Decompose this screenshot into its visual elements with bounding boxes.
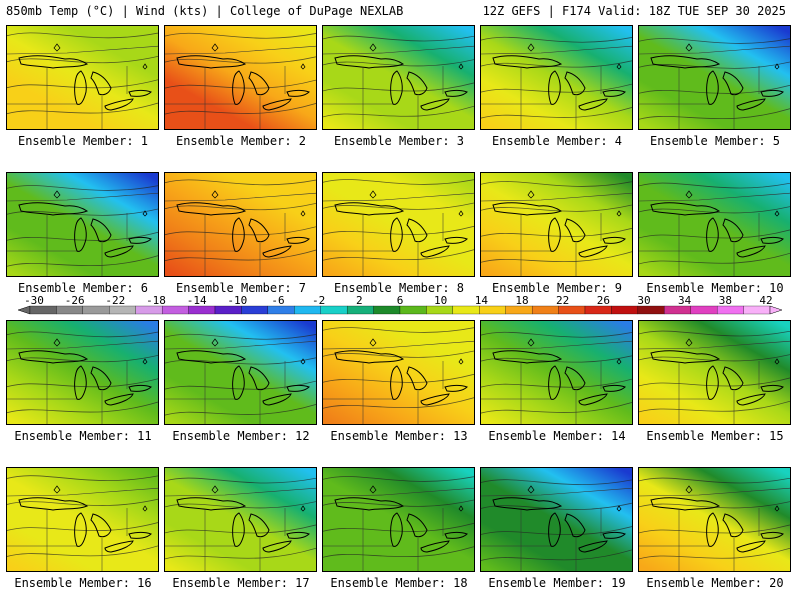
- colorbar-tick-label: 2: [356, 296, 363, 307]
- colorbar-segment: [267, 305, 295, 315]
- member-map-18: [322, 467, 475, 572]
- colorbar-tick-label: -30: [24, 296, 44, 307]
- colorbar-segment: [56, 305, 84, 315]
- colorbar-segment: [373, 305, 401, 315]
- colorbar-tick-label: -14: [187, 296, 207, 307]
- colorbar-tick-label: -18: [146, 296, 166, 307]
- member-label-19: Ensemble Member: 19: [488, 576, 626, 590]
- product-title: 850mb Temp (°C) | Wind (kts) | College o…: [6, 4, 404, 18]
- member-map-17: [164, 467, 317, 572]
- member-label-14: Ensemble Member: 14: [488, 429, 626, 443]
- member-label-3: Ensemble Member: 3: [333, 134, 465, 148]
- colorbar-segment: [637, 305, 665, 315]
- member-map-4: [480, 25, 633, 130]
- colorbar-segment: [664, 305, 691, 315]
- colorbar-tick-label: -10: [227, 296, 247, 307]
- colorbar-segment: [611, 305, 639, 315]
- member-map-19: [480, 467, 633, 572]
- colorbar-tick-label: 34: [678, 296, 692, 307]
- member-label-9: Ensemble Member: 9: [491, 281, 623, 295]
- member-map-8: [322, 172, 475, 277]
- member-label-6: Ensemble Member: 6: [17, 281, 149, 295]
- member-label-16: Ensemble Member: 16: [14, 576, 152, 590]
- member-map-15: [638, 320, 791, 425]
- colorbar-tick-label: 6: [397, 296, 404, 307]
- member-map-6: [6, 172, 159, 277]
- colorbar-segment: [584, 305, 612, 315]
- colorbar-segment: [188, 305, 216, 315]
- colorbar-segment: [346, 305, 374, 315]
- member-map-12: [164, 320, 317, 425]
- member-map-7: [164, 172, 317, 277]
- temperature-colorbar: -30 -26 -22 -18 -14 -10 -6 -2 2 6 10 14 18 22 26 30 34 38…: [17, 296, 783, 315]
- colorbar-tick-label: -26: [65, 296, 85, 307]
- colorbar-segment: [479, 305, 506, 315]
- colorbar-segment: [82, 305, 110, 315]
- colorbar-segment: [399, 305, 427, 315]
- member-map-16: [6, 467, 159, 572]
- member-label-15: Ensemble Member: 15: [646, 429, 784, 443]
- member-label-12: Ensemble Member: 12: [172, 429, 310, 443]
- colorbar-tick-label: 26: [597, 296, 610, 307]
- member-label-7: Ensemble Member: 7: [175, 281, 307, 295]
- colorbar-segment: [426, 305, 454, 315]
- member-map-5: [638, 25, 791, 130]
- colorbar-arrow-left: [17, 305, 31, 315]
- colorbar-segment: [29, 305, 57, 315]
- member-label-13: Ensemble Member: 13: [330, 429, 468, 443]
- member-label-18: Ensemble Member: 18: [330, 576, 468, 590]
- member-label-17: Ensemble Member: 17: [172, 576, 310, 590]
- colorbar-tick-label: -2: [312, 296, 325, 307]
- colorbar-segment: [294, 305, 321, 315]
- colorbar-segment: [743, 305, 771, 315]
- member-map-9: [480, 172, 633, 277]
- member-map-11: [6, 320, 159, 425]
- member-label-1: Ensemble Member: 1: [17, 134, 149, 148]
- colorbar-segment: [716, 305, 744, 315]
- member-map-2: [164, 25, 317, 130]
- colorbar-tick-label: 42: [759, 296, 772, 307]
- member-map-14: [480, 320, 633, 425]
- member-label-5: Ensemble Member: 5: [649, 134, 781, 148]
- member-label-20: Ensemble Member: 20: [646, 576, 784, 590]
- colorbar-arrow-right: [769, 305, 783, 315]
- colorbar-segment: [505, 305, 533, 315]
- colorbar-segment: [109, 305, 136, 315]
- colorbar-segment: [135, 305, 163, 315]
- colorbar-segment: [214, 305, 242, 315]
- member-map-10: [638, 172, 791, 277]
- colorbar-segment: [452, 305, 480, 315]
- colorbar-tick-label: 14: [475, 296, 489, 307]
- colorbar-tick-label: 30: [637, 296, 650, 307]
- colorbar-segment: [531, 305, 559, 315]
- colorbar-tick-label: 22: [556, 296, 569, 307]
- member-label-10: Ensemble Member: 10: [646, 281, 784, 295]
- member-label-4: Ensemble Member: 4: [491, 134, 623, 148]
- member-map-20: [638, 467, 791, 572]
- colorbar-tick-label: 10: [434, 296, 447, 307]
- colorbar-tick-label: -22: [105, 296, 125, 307]
- colorbar-tick-label: -6: [271, 296, 284, 307]
- member-map-1: [6, 25, 159, 130]
- colorbar-tick-label: 38: [719, 296, 732, 307]
- member-label-2: Ensemble Member: 2: [175, 134, 307, 148]
- member-label-8: Ensemble Member: 8: [333, 281, 465, 295]
- member-map-3: [322, 25, 475, 130]
- colorbar-segment: [241, 305, 269, 315]
- valid-time: 12Z GEFS | F174 Valid: 18Z TUE SEP 30 20…: [482, 4, 786, 18]
- colorbar-segment: [558, 305, 586, 315]
- colorbar-segment: [161, 305, 189, 315]
- colorbar-tick-label: 18: [515, 296, 528, 307]
- member-label-11: Ensemble Member: 11: [14, 429, 152, 443]
- colorbar-segment: [690, 305, 718, 315]
- member-map-13: [322, 320, 475, 425]
- colorbar-segment: [320, 305, 348, 315]
